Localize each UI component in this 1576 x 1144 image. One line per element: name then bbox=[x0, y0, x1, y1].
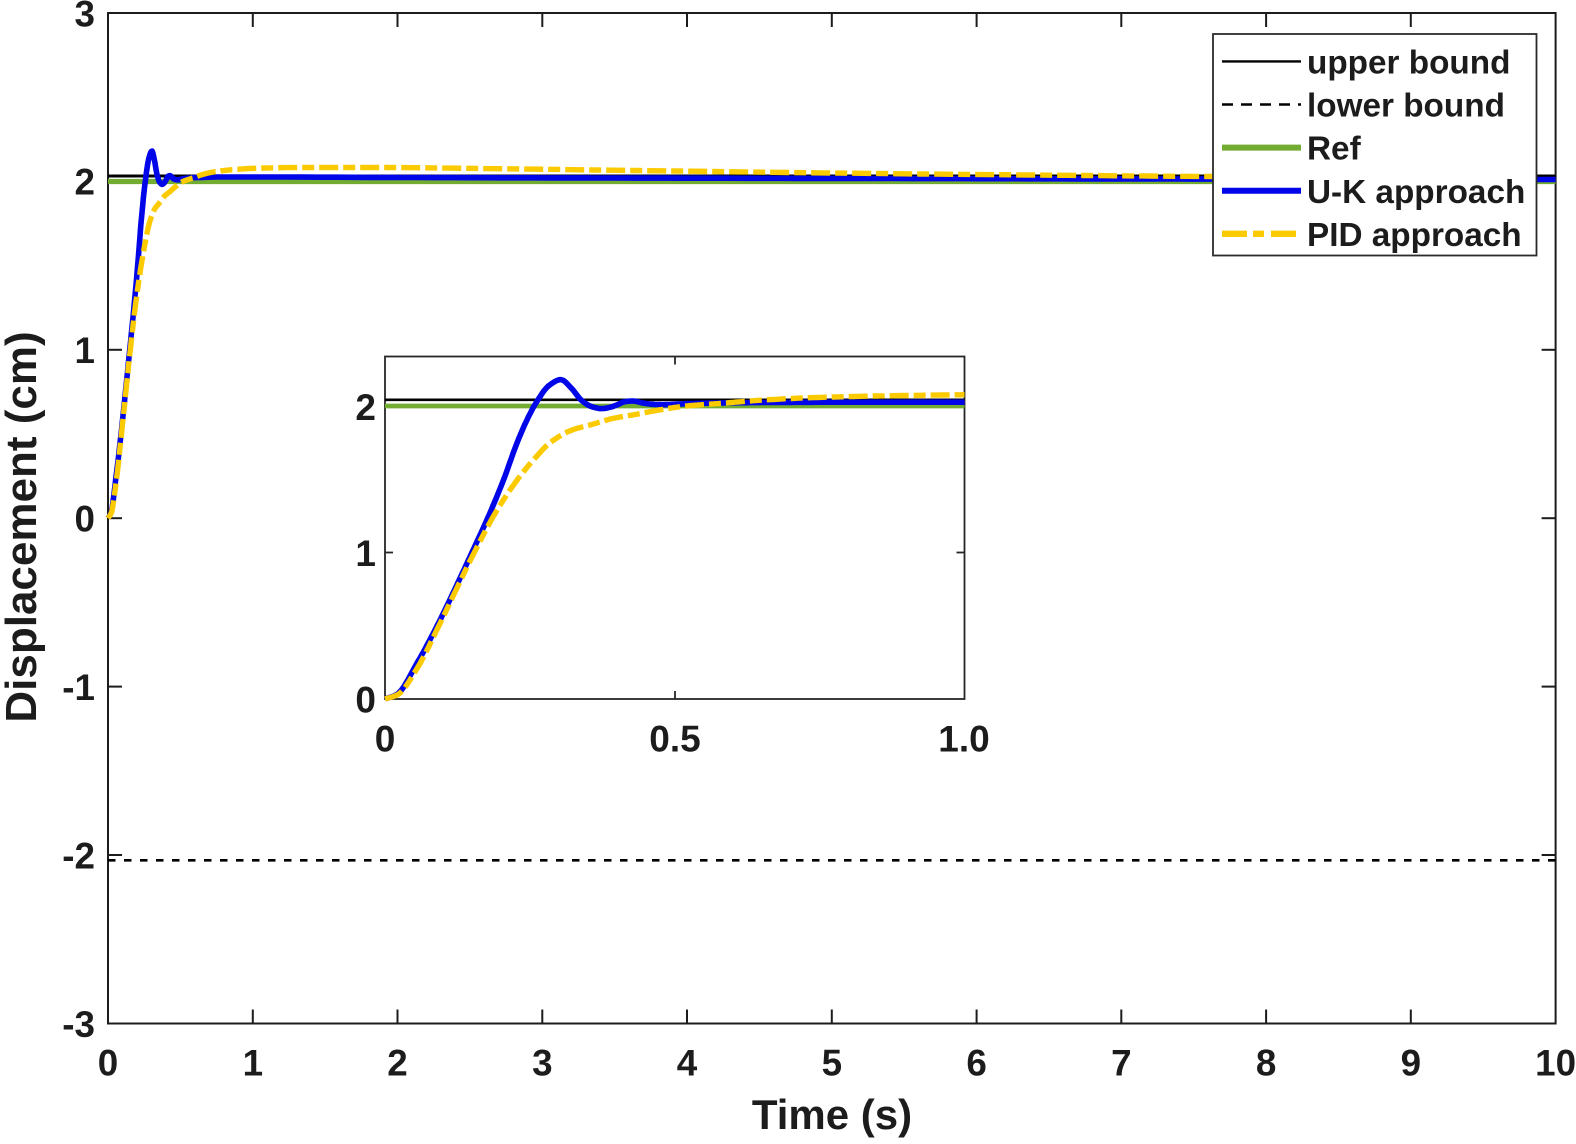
svg-text:0: 0 bbox=[355, 679, 376, 720]
svg-text:Time (s): Time (s) bbox=[752, 1091, 912, 1138]
svg-text:7: 7 bbox=[1111, 1043, 1131, 1084]
svg-text:lower bound: lower bound bbox=[1307, 88, 1505, 125]
svg-text:upper bound: upper bound bbox=[1307, 45, 1510, 82]
svg-text:3: 3 bbox=[532, 1043, 552, 1084]
svg-text:PID approach: PID approach bbox=[1307, 217, 1522, 254]
svg-text:4: 4 bbox=[677, 1043, 698, 1084]
svg-text:U-K approach: U-K approach bbox=[1307, 174, 1525, 211]
svg-text:Ref: Ref bbox=[1307, 131, 1362, 168]
svg-text:0: 0 bbox=[98, 1043, 118, 1084]
svg-text:-2: -2 bbox=[62, 835, 95, 876]
svg-text:6: 6 bbox=[966, 1043, 986, 1084]
svg-text:5: 5 bbox=[822, 1043, 842, 1084]
svg-text:1: 1 bbox=[355, 533, 376, 574]
svg-text:8: 8 bbox=[1256, 1043, 1276, 1084]
svg-text:0: 0 bbox=[375, 718, 396, 759]
svg-text:1: 1 bbox=[243, 1043, 263, 1084]
svg-text:2: 2 bbox=[75, 162, 95, 203]
svg-text:0: 0 bbox=[75, 499, 95, 540]
svg-text:1.0: 1.0 bbox=[938, 718, 989, 759]
svg-text:-3: -3 bbox=[62, 1004, 95, 1045]
svg-text:-1: -1 bbox=[62, 667, 95, 708]
svg-text:3: 3 bbox=[75, 0, 95, 34]
svg-text:1: 1 bbox=[75, 330, 95, 371]
svg-text:9: 9 bbox=[1401, 1043, 1421, 1084]
svg-text:2: 2 bbox=[387, 1043, 407, 1084]
svg-text:Displacement (cm): Displacement (cm) bbox=[0, 331, 46, 722]
svg-text:10: 10 bbox=[1535, 1043, 1576, 1084]
svg-text:2: 2 bbox=[355, 387, 376, 428]
svg-text:0.5: 0.5 bbox=[649, 718, 700, 759]
